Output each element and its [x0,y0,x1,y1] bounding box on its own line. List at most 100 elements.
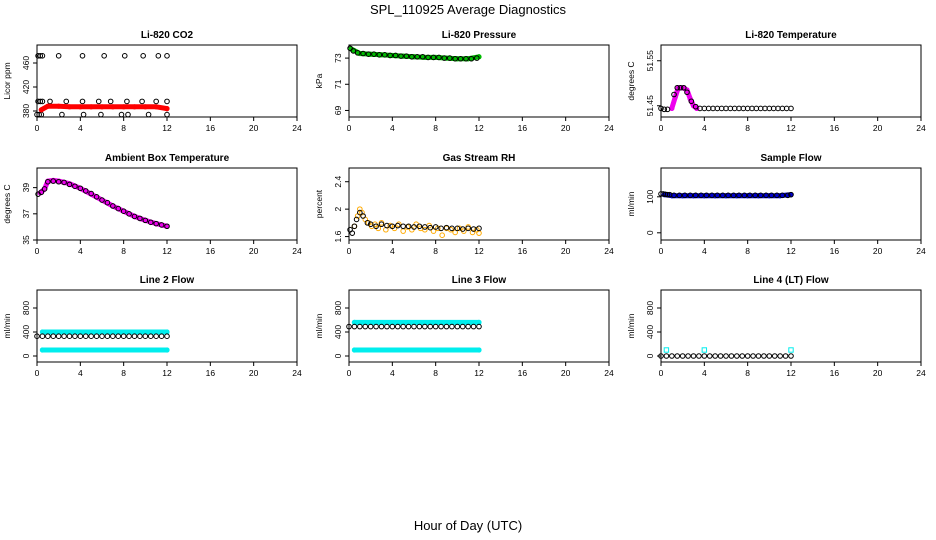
data-point [474,55,480,61]
x-tick-label: 4 [702,123,707,133]
x-tick-label: 8 [433,123,438,133]
data-point [469,229,476,236]
x-tick-label: 8 [745,246,750,256]
data-point [142,217,149,224]
panel-title: Ambient Box Temperature [105,153,230,164]
data-point [66,104,73,110]
data-point [400,223,406,230]
y-tick-label: 800 [21,301,31,315]
data-point [50,178,57,184]
data-point [394,323,401,330]
data-point [99,104,105,110]
data-point [36,111,42,118]
data-point [452,55,458,62]
series-2 [347,45,480,62]
x-tick-label: 4 [78,246,83,256]
data-point [782,353,789,359]
data-point [39,333,46,340]
data-point [476,230,482,236]
data-point [110,203,116,209]
data-point [755,353,762,359]
data-point [747,192,753,199]
x-tick-label: 24 [604,123,614,133]
data-point [350,48,357,54]
x-tick-label: 8 [433,368,438,378]
data-point [443,224,450,231]
data-point [45,178,51,185]
y-tick-label: 2.4 [333,176,343,188]
x-tick-label: 20 [249,246,259,256]
data-point [750,353,756,359]
data-point [142,217,148,223]
data-point [734,353,740,359]
x-tick-label: 24 [916,246,926,256]
y-tick-label: 800 [333,301,343,315]
x-tick-label: 16 [518,246,528,256]
panel-1: Li-820 CO2 Licor ppm 0 4 8 12 16 20 24 380 420 460 [2,30,302,133]
data-point [476,323,482,330]
data-point [677,84,684,91]
data-point [362,323,369,330]
series-2 [351,347,482,353]
panel-title: Sample Flow [760,153,821,164]
data-point [763,192,769,199]
series-2 [658,84,794,113]
data-point [736,192,742,199]
series-2 [35,98,170,105]
data-point [115,205,122,212]
data-point [400,323,406,330]
data-point [723,353,729,359]
data-point [416,323,423,330]
data-point [701,353,708,359]
figure-title: SPL_110925 Average Diagnostics [369,2,567,17]
x-tick-label: 24 [292,246,302,256]
plot-frame [36,167,298,241]
y-axis-label: Licor ppm [2,62,12,99]
x-tick-label: 8 [121,123,126,133]
series-3 [346,323,482,330]
data-point [687,192,694,199]
y-tick-label: 0 [333,353,343,358]
data-point [93,333,100,340]
data-point [79,53,86,59]
series-1 [37,177,170,229]
data-point [456,225,463,232]
data-point [378,323,385,330]
data-point [164,347,170,353]
y-tick-label: 100 [645,189,655,203]
data-point [56,103,62,109]
data-point [137,215,143,222]
data-point [121,53,128,59]
x-tick-label: 0 [35,123,40,133]
data-point [82,188,89,194]
series-2 [35,178,170,230]
series-1 [348,46,482,62]
data-point [768,192,775,199]
x-tick-label: 4 [390,368,395,378]
x-tick-label: 24 [292,123,302,133]
data-point [432,224,439,230]
x-tick-label: 16 [830,123,840,133]
y-axis-label: kPa [314,73,324,88]
data-point [761,353,767,359]
data-point [351,223,358,230]
x-tick-label: 4 [78,123,83,133]
y-tick-label: 2 [333,207,343,212]
series-line [37,177,170,229]
data-point [452,229,458,236]
y-axis-label: ml/min [626,191,636,216]
data-point [82,333,89,340]
data-point [55,178,62,185]
data-point [77,104,83,110]
data-point [38,107,44,113]
data-point [357,209,363,216]
data-point [88,104,94,110]
data-point [164,53,170,59]
data-point [142,104,148,110]
data-point [155,53,162,59]
series-2 [347,209,482,236]
data-point [121,208,127,214]
data-point [50,333,57,340]
data-point [164,98,170,105]
